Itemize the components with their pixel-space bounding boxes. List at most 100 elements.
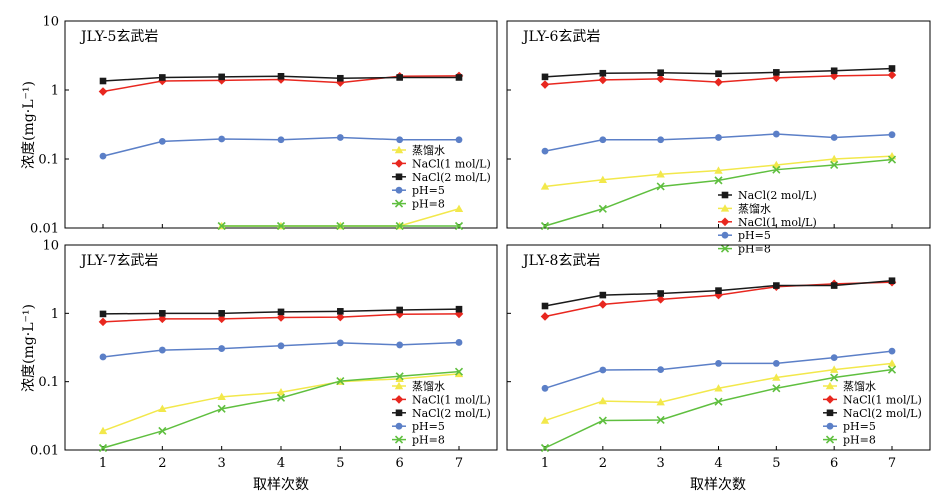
data-point (715, 287, 722, 294)
data-point (656, 182, 665, 191)
legend-marker (394, 395, 404, 404)
legend-marker (825, 435, 835, 444)
legend-marker (825, 395, 835, 404)
data-point (454, 204, 464, 212)
data-point (830, 134, 838, 141)
data-point (336, 339, 344, 347)
data-point (98, 426, 108, 435)
data-point (599, 291, 607, 299)
x-tick-label: 3 (657, 456, 665, 471)
data-point (772, 130, 780, 138)
series-1 (540, 151, 897, 190)
data-point (887, 359, 897, 367)
series-3 (541, 65, 896, 81)
data-point (395, 374, 404, 383)
data-point (598, 396, 608, 405)
data-point (830, 282, 838, 289)
data-point (99, 353, 107, 361)
legend-label: 蒸馏水 (738, 201, 771, 215)
legend-marker (720, 244, 730, 253)
data-point (830, 354, 838, 362)
data-point (276, 221, 286, 231)
data-point (830, 160, 839, 170)
data-point (598, 175, 608, 183)
legend-marker (395, 409, 403, 417)
series-5 (540, 365, 897, 453)
x-tick-label: 5 (336, 456, 344, 471)
panel-title: JLY-7玄武岩 (79, 252, 158, 269)
data-point (158, 346, 166, 354)
data-point (772, 360, 780, 367)
series-4 (99, 134, 463, 160)
y-tick-label: 0.01 (30, 222, 59, 237)
data-point (218, 135, 226, 143)
legend-label: pH=5 (738, 229, 771, 242)
legend-marker (395, 173, 403, 181)
data-point (395, 221, 404, 231)
data-point (277, 308, 285, 316)
y-tick-label: 1 (51, 84, 59, 99)
data-point (598, 300, 608, 309)
data-point (98, 317, 108, 327)
legend-marker (394, 435, 404, 444)
y-tick-label: 10 (42, 239, 59, 254)
panel-title: JLY-6玄武岩 (521, 28, 600, 45)
data-point (98, 87, 108, 96)
y-tick-label: 0.1 (38, 375, 59, 390)
legend-label: NaCl(2 mol/L) (412, 407, 491, 420)
data-point (99, 310, 107, 318)
data-point (336, 377, 345, 386)
data-point (714, 397, 723, 406)
legend-marker (395, 422, 403, 430)
legend-label: 蒸馏水 (412, 143, 445, 157)
data-point (888, 65, 896, 72)
legend-label: NaCl(2 mol/L) (738, 189, 817, 202)
legend-label: pH=8 (738, 243, 771, 256)
y-tick-label: 1 (51, 307, 59, 322)
legend-label: pH=8 (412, 198, 445, 211)
data-point (396, 306, 403, 314)
data-point (541, 302, 549, 310)
data-point (657, 136, 665, 144)
data-point (772, 165, 781, 174)
data-point (540, 443, 550, 453)
data-point (218, 345, 226, 352)
data-point (217, 221, 226, 231)
x-tick-label: 4 (277, 456, 285, 471)
data-point (158, 426, 167, 436)
data-point (99, 77, 107, 85)
data-point (657, 69, 664, 77)
data-point (829, 154, 839, 163)
data-point (829, 365, 839, 373)
data-point (887, 70, 897, 80)
data-point (396, 74, 403, 81)
legend-label: 蒸馏水 (843, 379, 876, 393)
data-point (657, 366, 665, 374)
x-tick-label: 2 (158, 456, 166, 471)
data-point (540, 221, 550, 231)
data-point (599, 136, 607, 144)
data-point (540, 80, 550, 89)
series-4 (541, 347, 896, 392)
legend-label: NaCl(1 mol/L) (412, 157, 491, 170)
data-point (714, 166, 723, 174)
legend-marker (721, 191, 729, 199)
plot-frame (506, 20, 931, 229)
panel-title: JLY-8玄武岩 (521, 252, 600, 269)
data-point (336, 134, 344, 141)
series-3 (541, 277, 896, 310)
x-tick-label: 1 (99, 456, 107, 471)
x-tick-label: 3 (218, 456, 226, 471)
data-point (773, 69, 780, 76)
data-point (887, 365, 897, 374)
data-point (656, 170, 665, 178)
data-point (656, 415, 665, 425)
data-point (887, 155, 897, 164)
data-point (99, 152, 107, 160)
data-point (772, 384, 781, 393)
data-point (454, 309, 464, 319)
